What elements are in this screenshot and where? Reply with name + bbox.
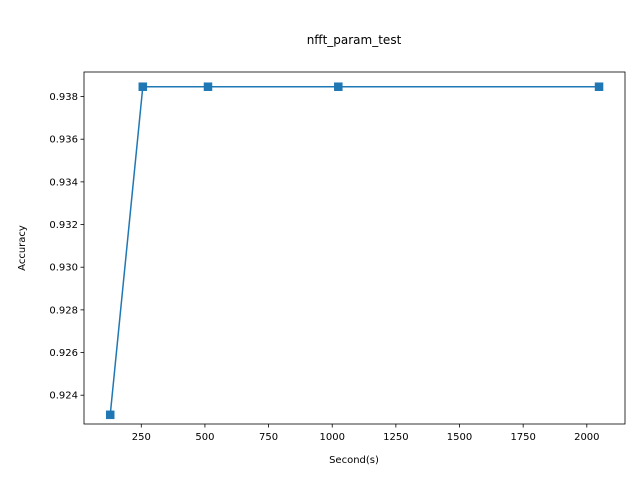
data-point-marker [105, 410, 115, 420]
data-point-marker [594, 82, 604, 91]
y-tick-label: 0.934 [49, 177, 78, 188]
x-tick-label: 1500 [447, 432, 472, 443]
x-tick-label: 2000 [574, 432, 599, 443]
x-tick-label: 1000 [319, 432, 344, 443]
y-tick-label: 0.930 [49, 263, 78, 274]
x-tick-label: 1250 [383, 432, 408, 443]
plot-area [105, 82, 604, 420]
data-point-marker [334, 82, 343, 91]
y-axis-title: Accuracy [17, 225, 28, 271]
y-tick-label: 0.928 [49, 305, 78, 316]
y-tick-label: 0.926 [49, 348, 78, 359]
x-tick-label: 750 [259, 432, 278, 443]
y-tick-label: 0.924 [49, 391, 78, 402]
data-point-marker [203, 82, 213, 91]
y-tick-label: 0.936 [49, 135, 78, 146]
y-tick-label: 0.938 [49, 92, 78, 103]
x-axis-title: Second(s) [329, 455, 379, 466]
x-tick-label: 250 [132, 432, 151, 443]
x-tick-label: 1750 [510, 432, 535, 443]
y-tick-label: 0.932 [49, 220, 78, 231]
chart-title: nfft_param_test [307, 33, 402, 47]
axis-ticks: 250 500 750 1000 1250 1500 1750 2000 0.924 0.926 0… [49, 92, 599, 443]
axes-frame [83, 71, 626, 425]
data-point-marker [138, 82, 148, 91]
x-tick-label: 500 [195, 432, 214, 443]
